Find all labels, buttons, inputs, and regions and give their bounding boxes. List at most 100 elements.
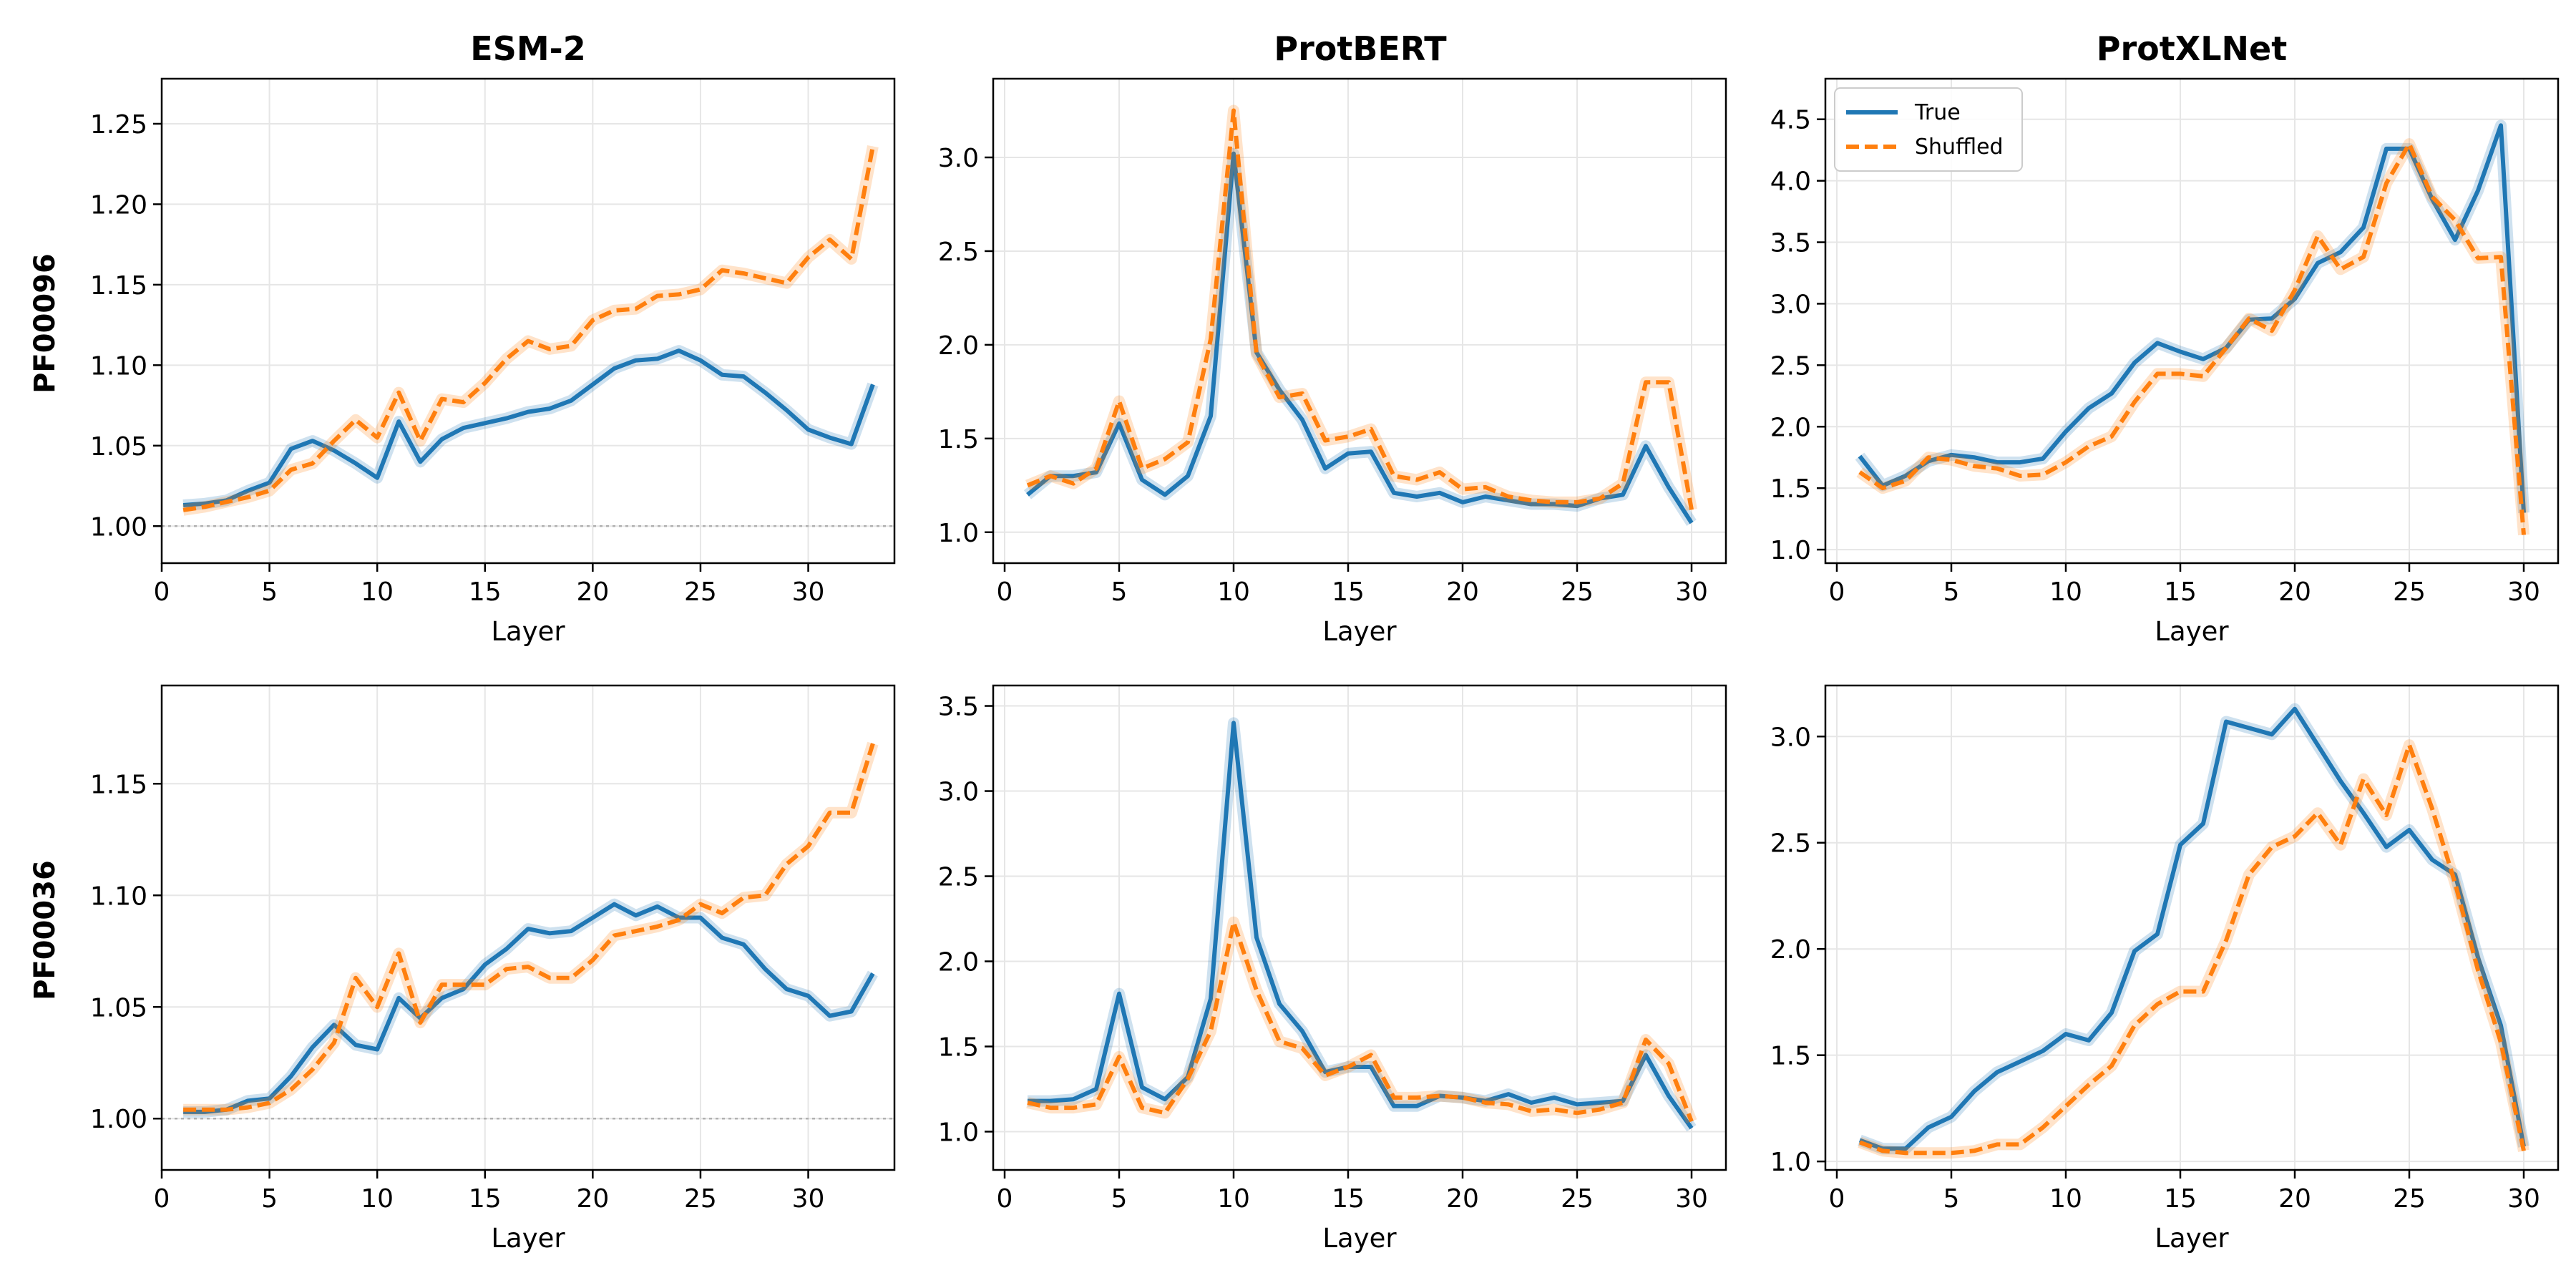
y-tick-label-0: 1.00 <box>90 512 147 542</box>
x-tick-label-6: 30 <box>1675 1184 1708 1214</box>
y-tick-label-1: 1.5 <box>938 425 979 454</box>
legend-label-shuffled: Shuffled <box>1915 135 2004 160</box>
x-tick-label-4: 20 <box>576 577 609 607</box>
y-tick-label-1: 1.5 <box>938 1033 979 1062</box>
x-axis-label: Layer <box>2155 616 2229 647</box>
x-tick-label-3: 15 <box>1332 1184 1365 1214</box>
x-tick-label-2: 10 <box>361 1184 394 1214</box>
x-tick-label-0: 0 <box>1829 577 1845 607</box>
row-label-pf00036: PF00036 <box>29 860 62 1000</box>
x-axis-label: Layer <box>1322 616 1397 647</box>
y-tick-label-2: 1.10 <box>90 351 147 381</box>
y-tick-label-2: 1.10 <box>90 882 147 911</box>
y-tick-label-2: 2.0 <box>938 947 979 977</box>
legend: True Shuffled <box>1834 87 2023 172</box>
y-tick-label-3: 2.5 <box>1770 829 1811 859</box>
y-tick-label-3: 1.15 <box>90 770 147 799</box>
y-tick-label-6: 4.0 <box>1770 167 1811 197</box>
legend-label-true: True <box>1914 100 1961 125</box>
x-tick-label-6: 30 <box>792 577 825 607</box>
x-tick-label-3: 15 <box>2164 1184 2197 1214</box>
y-tick-label-1: 1.05 <box>90 993 147 1023</box>
x-tick-label-2: 10 <box>2049 577 2082 607</box>
y-tick-label-0: 1.0 <box>938 1118 979 1147</box>
series-line-shuffled <box>1858 743 2526 1156</box>
y-tick-label-4: 3.0 <box>1770 723 1811 752</box>
y-tick-label-0: 1.00 <box>90 1105 147 1134</box>
x-tick-label-5: 25 <box>1561 577 1594 607</box>
series-group <box>1858 703 2529 1159</box>
axes-frame <box>1824 684 2560 1171</box>
y-tick-label-3: 2.5 <box>1770 351 1811 381</box>
panel-1-1: 0 5 10 15 20 25 30 1.0 1.5 2.0 2.5 3.0 3.5 Layer <box>938 684 1727 1254</box>
panel-1-0: 0 5 10 15 20 25 30 1.00 1.05 1.10 1.15 Layer <box>90 684 896 1254</box>
x-tick-label-1: 5 <box>1943 1184 1960 1214</box>
series-line-shuffled <box>1027 919 1694 1123</box>
x-tick-label-0: 0 <box>997 1184 1013 1214</box>
series-group <box>1023 104 1697 527</box>
x-tick-label-5: 25 <box>2393 1184 2426 1214</box>
panels: 0 5 10 15 20 25 301.001.051.101.151.201.25Laye… <box>90 77 2560 1254</box>
x-axis-label: Layer <box>491 616 565 647</box>
x-tick-label-5: 25 <box>2393 577 2426 607</box>
panel-0-1: 0 5 10 15 20 25 30 1.0 1.5 2.0 2.5 3.0 Layer <box>938 77 1727 647</box>
x-tick-label-3: 15 <box>469 1184 502 1214</box>
series-line-shuffled <box>1858 142 2526 535</box>
x-tick-label-3: 15 <box>1332 577 1365 607</box>
x-tick-label-0: 0 <box>154 577 170 607</box>
y-tick-label-1: 1.5 <box>1770 1042 1811 1071</box>
x-tick-label-2: 10 <box>361 577 394 607</box>
y-tick-label-2: 2.0 <box>938 331 979 361</box>
panel-0-2: 0 5 10 15 20 25 30 1.0 1.5 2.0 2.5 3.0 3.5 4.0 4.5 Laye… <box>1770 77 2560 647</box>
x-tick-label-5: 25 <box>684 1184 717 1214</box>
row-labels: PF00096 PF00036 <box>29 253 62 1000</box>
band-true <box>182 345 879 511</box>
x-tick-label-6: 30 <box>2507 577 2540 607</box>
x-tick-label-0: 0 <box>1829 1184 1845 1214</box>
x-tick-label-2: 10 <box>2049 1184 2082 1214</box>
series-group <box>183 741 879 1118</box>
x-tick-label-1: 5 <box>1111 577 1128 607</box>
col-title-esm2: ESM-2 <box>470 29 585 68</box>
x-tick-label-4: 20 <box>1446 1184 1479 1214</box>
axes-frame <box>992 684 1727 1171</box>
x-tick-label-1: 5 <box>261 1184 278 1214</box>
y-tick-label-3: 2.5 <box>938 863 979 892</box>
y-tick-label-1: 1.5 <box>1770 474 1811 504</box>
column-titles: ESM-2 ProtBERT ProtXLNet <box>470 29 2287 68</box>
y-tick-label-2: 2.0 <box>1770 935 1811 965</box>
y-tick-label-1: 1.05 <box>90 432 147 462</box>
x-tick-label-3: 15 <box>469 577 502 607</box>
x-tick-label-6: 30 <box>1675 577 1708 607</box>
x-tick-label-2: 10 <box>1217 1184 1250 1214</box>
series-line-true <box>182 348 875 507</box>
y-tick-label-3: 2.5 <box>938 238 979 267</box>
axes-frame <box>1824 77 2560 565</box>
y-tick-label-0: 1.0 <box>1770 1148 1811 1177</box>
panel-1-2: 0 5 10 15 20 25 30 1.0 1.5 2.0 2.5 3.0 Layer <box>1770 684 2560 1254</box>
y-tick-label-4: 3.0 <box>938 778 979 807</box>
series-line-true <box>1028 721 1694 1130</box>
series-line-shuffled <box>1026 108 1694 510</box>
band-true <box>1023 147 1697 527</box>
x-tick-label-4: 20 <box>576 1184 609 1214</box>
col-title-protbert: ProtBERT <box>1274 29 1447 68</box>
x-tick-label-1: 5 <box>1943 577 1960 607</box>
x-tick-label-3: 15 <box>2164 577 2197 607</box>
x-tick-label-1: 5 <box>1111 1184 1128 1214</box>
x-tick-label-5: 25 <box>684 577 717 607</box>
y-tick-label-0: 1.0 <box>938 519 979 548</box>
col-title-protxlnet: ProtXLNet <box>2097 29 2287 68</box>
row-label-pf00096: PF00096 <box>29 253 62 394</box>
x-tick-label-6: 30 <box>792 1184 825 1214</box>
y-tick-label-4: 3.0 <box>938 144 979 173</box>
legend-box <box>1834 87 2023 172</box>
y-tick-label-2: 2.0 <box>1770 413 1811 442</box>
band-shuffled <box>1856 138 2529 536</box>
axes-frame <box>160 684 896 1171</box>
x-tick-label-4: 20 <box>2278 1184 2311 1214</box>
x-tick-label-2: 10 <box>1217 577 1250 607</box>
panel-0-0: 0 5 10 15 20 25 30 1.00 1.05 1.10 1.15 1.20 1.25 Laye… <box>90 77 896 647</box>
x-axis-label: Layer <box>491 1223 565 1254</box>
